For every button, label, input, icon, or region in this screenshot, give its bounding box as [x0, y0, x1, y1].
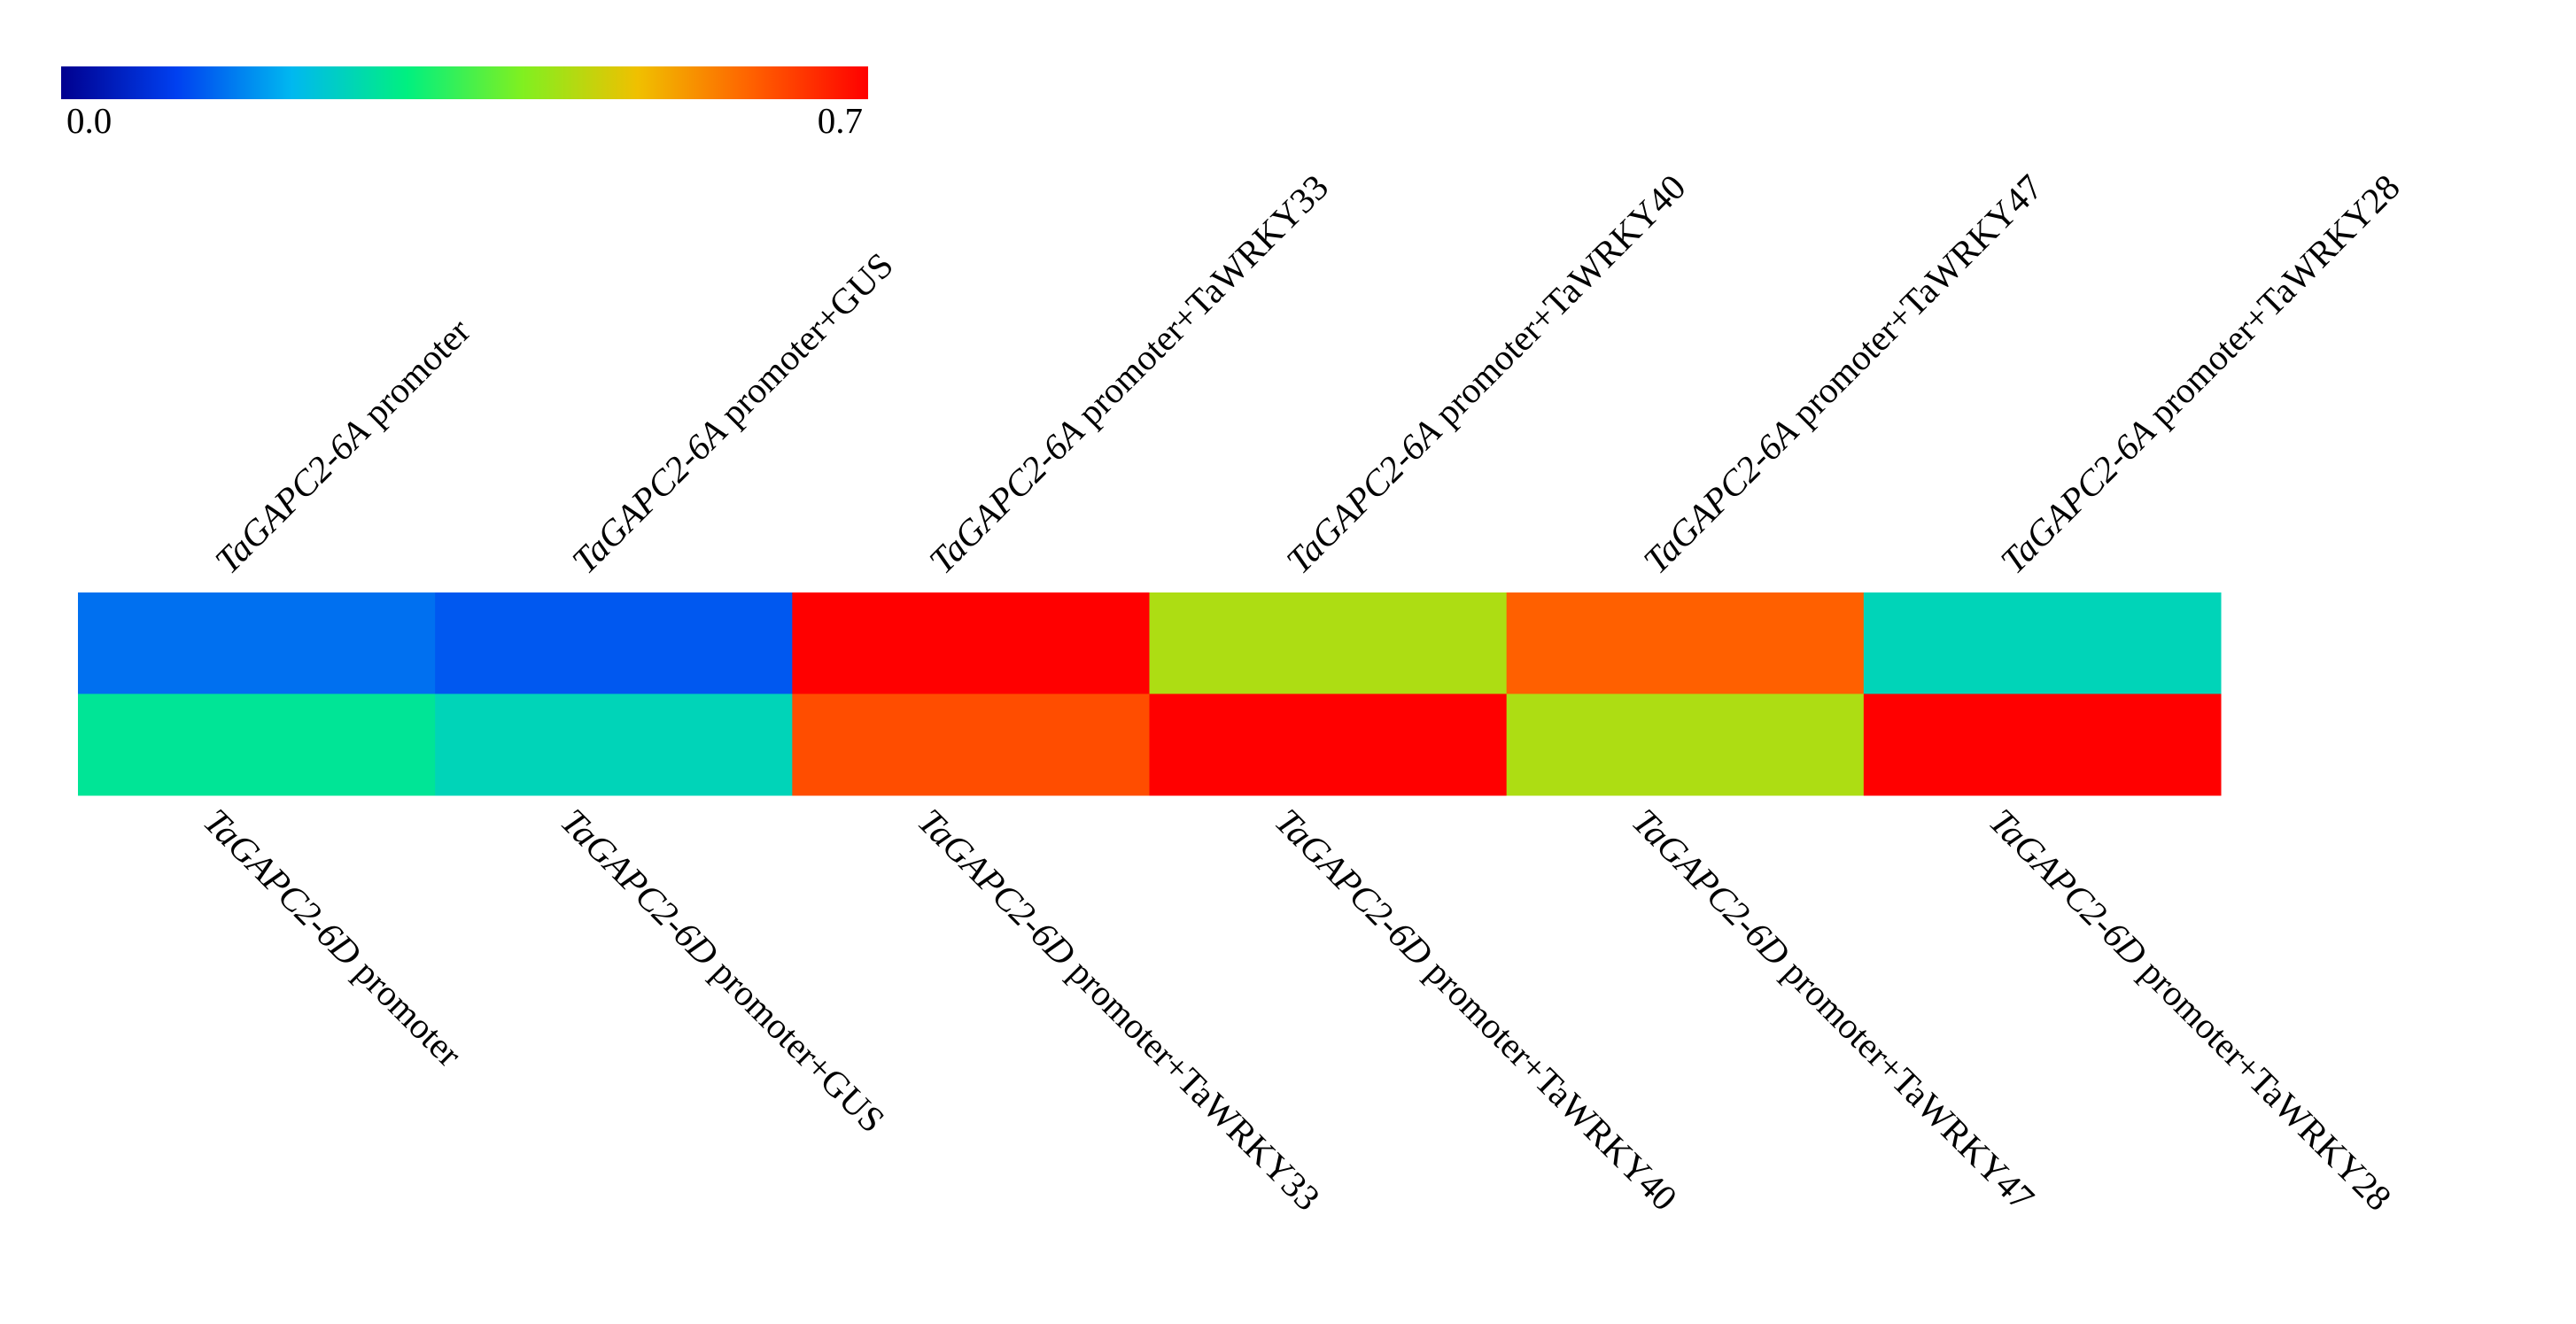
heatmap-cell: [1149, 693, 1508, 796]
column-label-top: TaGAPC2-6A promoter: [206, 310, 477, 581]
heatmap-cell: [792, 693, 1150, 796]
colorbar-tick-label: 0.7: [818, 100, 863, 141]
heatmap-cell: [435, 693, 793, 796]
column-label-bottom: TaGAPC2-6D promoter+TaWRKY40: [1268, 801, 1686, 1219]
column-label-bottom: TaGAPC2-6D promoter: [196, 801, 470, 1075]
colorbar-tick-label: 0.0: [66, 100, 112, 141]
heatmap-cell: [1506, 592, 1865, 694]
column-label-top: TaGAPC2-6A promoter+GUS: [564, 244, 901, 581]
heatmap-cell: [1506, 693, 1865, 796]
heatmap-cell: [792, 592, 1150, 694]
heatmap-cell: [1863, 592, 2222, 694]
column-label-top: TaGAPC2-6A promoter+TaWRKY40: [1278, 166, 1694, 582]
column-label-bottom: TaGAPC2-6D promoter+TaWRKY33: [911, 801, 1329, 1219]
heatmap-cell: [1149, 592, 1508, 694]
column-label-bottom: TaGAPC2-6D promoter+TaWRKY47: [1625, 801, 2043, 1219]
colorbar: [61, 66, 868, 99]
heatmap-cell: [435, 592, 793, 694]
column-label-top: TaGAPC2-6A promoter+TaWRKY28: [1992, 166, 2408, 582]
column-label-top: TaGAPC2-6A promoter+TaWRKY33: [921, 166, 1337, 582]
heatmap-cell: [78, 592, 436, 694]
column-label-bottom: TaGAPC2-6D promoter+GUS: [553, 801, 893, 1141]
heatmap-cell: [1863, 693, 2222, 796]
column-label-bottom: TaGAPC2-6D promoter+TaWRKY28: [1982, 801, 2400, 1219]
column-label-top: TaGAPC2-6A promoter+TaWRKY47: [1635, 166, 2051, 582]
heatmap-cell: [78, 693, 436, 796]
